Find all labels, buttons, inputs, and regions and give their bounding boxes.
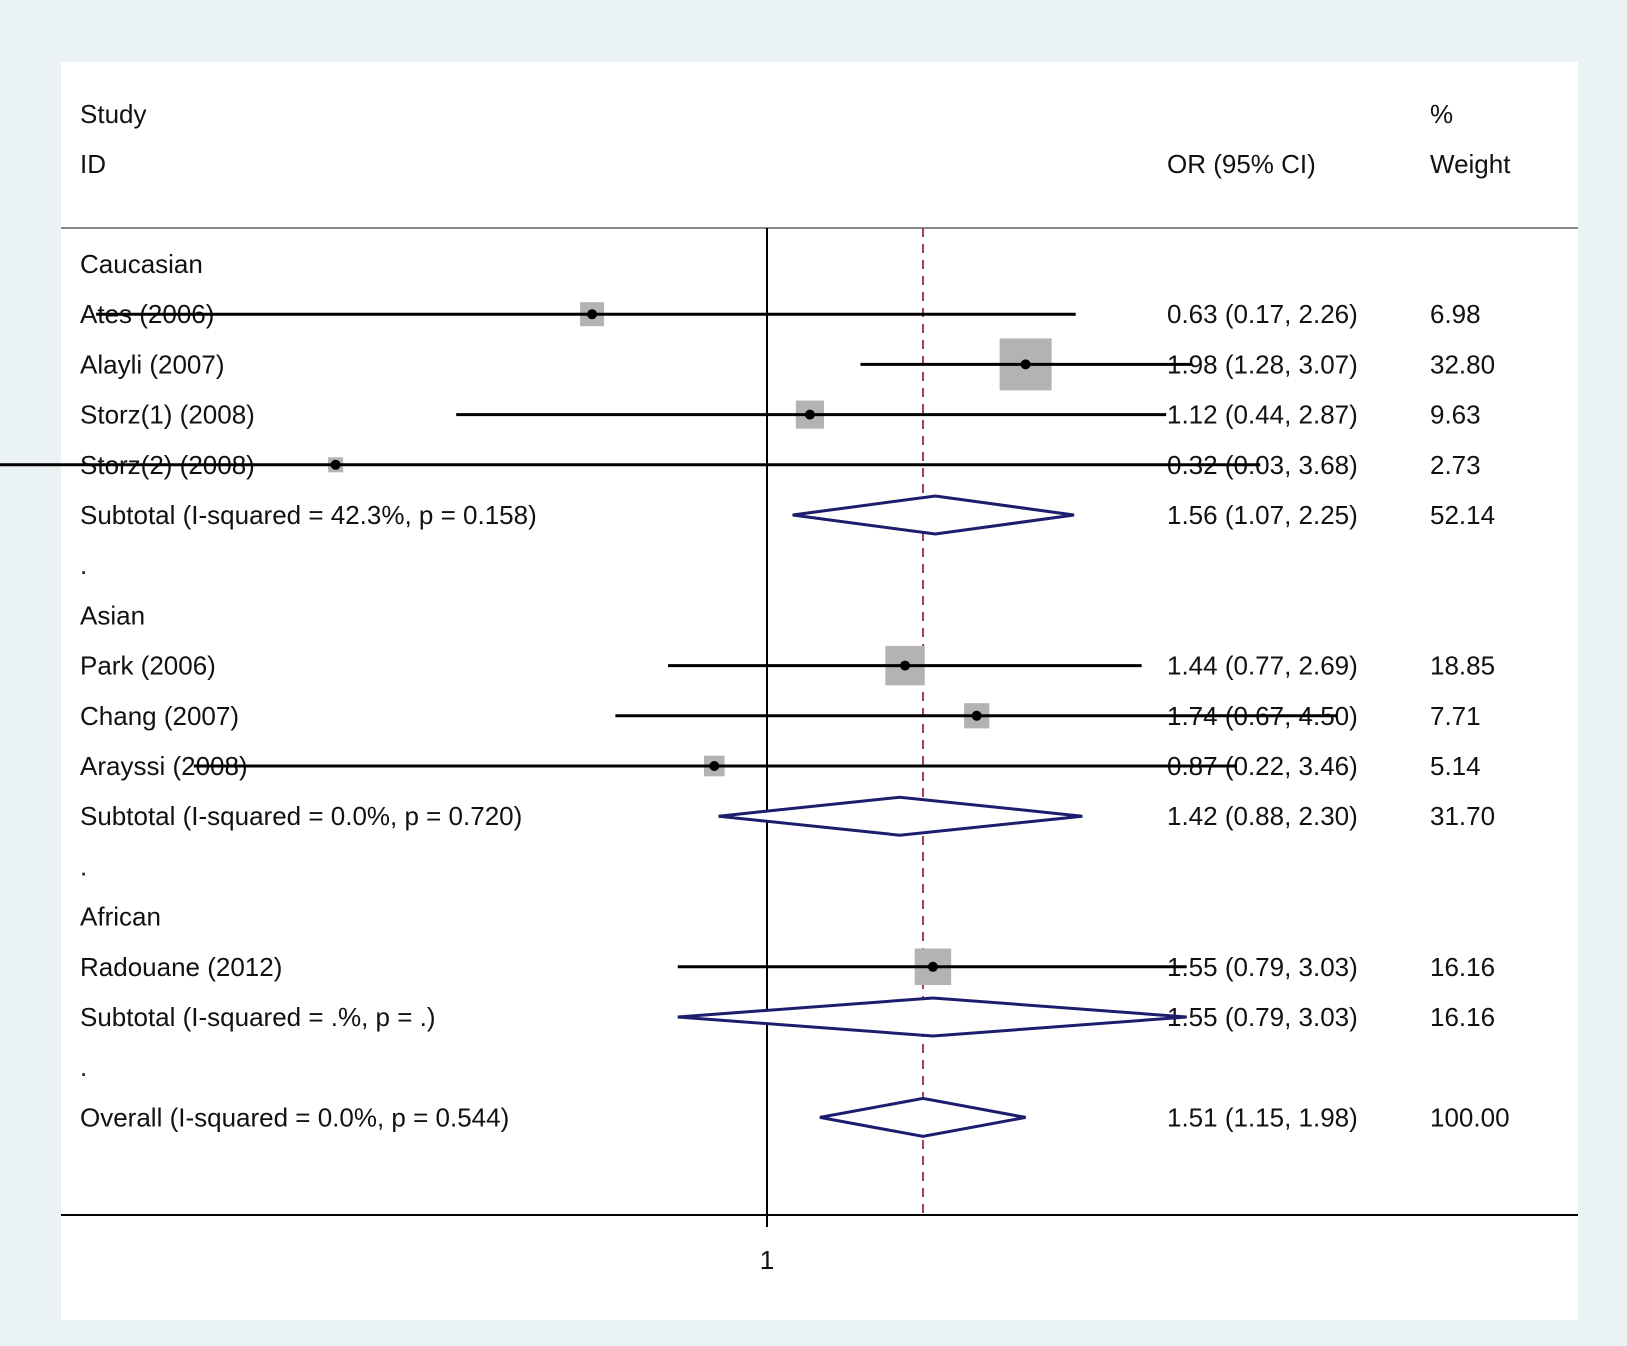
subtotal-diamond — [792, 494, 1075, 536]
point-estimate — [804, 409, 815, 420]
header-id: ID — [80, 149, 106, 179]
weight-value: 6.98 — [1430, 299, 1481, 329]
weight-value: 100.00 — [1430, 1102, 1510, 1132]
weight-value: 16.16 — [1430, 952, 1495, 982]
subtotal-label: Subtotal (I-squared = .%, p = .) — [80, 1002, 436, 1032]
or-ci-value: 1.12 (0.44, 2.87) — [1167, 400, 1358, 430]
header-percent: % — [1430, 99, 1453, 129]
study-label: Park (2006) — [80, 651, 216, 681]
group-label: Asian — [80, 600, 145, 630]
or-ci-value: 1.56 (1.07, 2.25) — [1167, 500, 1358, 530]
spacer-dot: . — [80, 550, 87, 580]
or-ci-value: 1.55 (0.79, 3.03) — [1167, 952, 1358, 982]
group-label: Caucasian — [80, 249, 203, 279]
overall-label: Overall (I-squared = 0.0%, p = 0.544) — [80, 1102, 509, 1132]
point-estimate — [709, 761, 720, 771]
or-ci-value: 0.63 (0.17, 2.26) — [1167, 299, 1358, 329]
point-estimate — [587, 309, 598, 320]
weight-value: 5.14 — [1430, 751, 1481, 781]
plot-panel — [61, 62, 1578, 1320]
subtotal-label: Subtotal (I-squared = 42.3%, p = 0.158) — [80, 500, 537, 530]
point-estimate — [330, 459, 341, 470]
weight-value: 31.70 — [1430, 801, 1495, 831]
point-estimate — [900, 660, 911, 671]
point-estimate — [927, 961, 938, 972]
header-weight: Weight — [1430, 149, 1511, 179]
header-or-ci: OR (95% CI) — [1167, 149, 1316, 179]
header-study: Study — [80, 99, 147, 129]
weight-value: 9.63 — [1430, 400, 1481, 430]
overall-diamond — [819, 1096, 1026, 1138]
or-ci-value: 1.55 (0.79, 3.03) — [1167, 1002, 1358, 1032]
plot-layer: .0282135.4CaucasianAtes (2006)0.63 (0.17… — [0, 228, 1578, 1275]
group-label: African — [80, 902, 161, 932]
or-ci-value: 1.51 (1.15, 1.98) — [1167, 1102, 1358, 1132]
x-tick-label: 1 — [760, 1245, 774, 1275]
study-label: Chang (2007) — [80, 701, 239, 731]
weight-value: 7.71 — [1430, 701, 1481, 731]
study-label: Storz(1) (2008) — [80, 400, 255, 430]
weight-value: 16.16 — [1430, 1002, 1495, 1032]
weight-value: 52.14 — [1430, 500, 1495, 530]
point-estimate — [1020, 359, 1031, 370]
weight-value: 32.80 — [1430, 349, 1495, 379]
study-label: Radouane (2012) — [80, 952, 282, 982]
subtotal-label: Subtotal (I-squared = 0.0%, p = 0.720) — [80, 801, 522, 831]
subtotal-diamond — [677, 996, 1187, 1038]
subtotal-diamond — [718, 795, 1083, 837]
or-ci-value: 1.44 (0.77, 2.69) — [1167, 651, 1358, 681]
weight-value: 18.85 — [1430, 651, 1495, 681]
point-estimate — [971, 710, 982, 721]
study-label: Alayli (2007) — [80, 349, 225, 379]
spacer-dot: . — [80, 1052, 87, 1082]
weight-value: 2.73 — [1430, 450, 1481, 480]
spacer-dot: . — [80, 851, 87, 881]
or-ci-value: 1.42 (0.88, 2.30) — [1167, 801, 1358, 831]
or-ci-value: 1.98 (1.28, 3.07) — [1167, 349, 1358, 379]
